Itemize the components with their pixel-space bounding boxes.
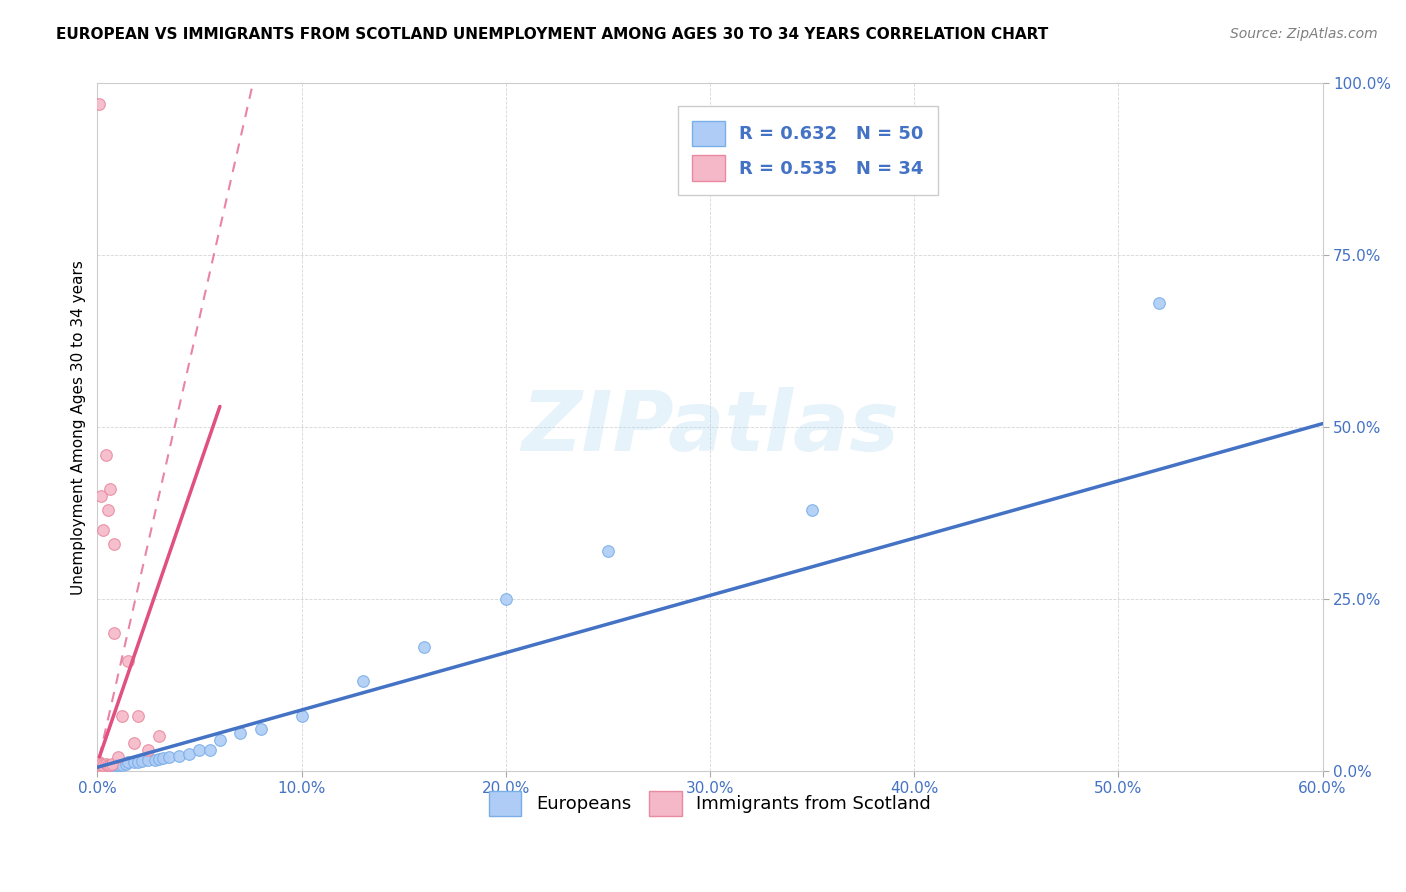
Point (89, 759, 111, 773)
Point (94, 756, 117, 771)
Point (229, 726, 252, 740)
Point (103, 759, 125, 773)
Point (93, 758, 115, 772)
Point (90, 756, 112, 771)
Point (104, 758, 127, 772)
Point (495, 591, 517, 606)
Point (90, 760, 112, 774)
Point (90, 762, 112, 776)
Legend: Europeans, Immigrants from Scotland: Europeans, Immigrants from Scotland (482, 783, 938, 823)
Text: EUROPEAN VS IMMIGRANTS FROM SCOTLAND UNEMPLOYMENT AMONG AGES 30 TO 34 YEARS CORR: EUROPEAN VS IMMIGRANTS FROM SCOTLAND UNE… (56, 27, 1049, 42)
Point (127, 708, 149, 723)
Point (89, 756, 111, 771)
Point (148, 752, 170, 766)
Point (179, 747, 201, 762)
Point (115, 756, 138, 771)
Point (98, 760, 121, 774)
Point (198, 743, 221, 757)
Point (100, 756, 122, 771)
Point (98, 482, 121, 496)
Point (117, 756, 139, 770)
Point (89, 760, 111, 774)
Point (148, 729, 170, 743)
Point (89, 762, 111, 776)
Point (97, 758, 120, 772)
Point (89, 762, 111, 776)
Point (90, 760, 112, 774)
Point (127, 756, 149, 770)
Point (94, 759, 117, 773)
Point (89, 760, 111, 774)
Point (93, 762, 115, 776)
Point (90, 762, 112, 776)
Point (167, 748, 190, 763)
Point (89, 761, 111, 775)
Point (89, 97, 111, 112)
Point (188, 743, 211, 757)
Point (290, 708, 312, 723)
Point (94, 761, 117, 775)
Point (89, 763, 111, 777)
Point (413, 640, 436, 654)
Point (90, 762, 112, 776)
Point (94, 448, 117, 462)
Point (107, 758, 129, 772)
Point (131, 754, 153, 768)
Point (100, 760, 122, 774)
Point (93, 523, 115, 537)
Point (117, 654, 139, 668)
Point (89, 756, 111, 770)
Point (89, 763, 111, 777)
Point (89, 762, 111, 776)
Point (93, 760, 115, 774)
Point (801, 502, 824, 516)
Text: ZIPatlas: ZIPatlas (522, 386, 898, 467)
Point (97, 760, 120, 774)
Point (596, 543, 619, 558)
Point (89, 762, 111, 776)
Point (122, 756, 145, 770)
Point (93, 761, 115, 775)
Point (90, 761, 112, 775)
Point (111, 708, 134, 723)
Point (122, 736, 145, 750)
Point (208, 732, 231, 747)
Point (103, 537, 125, 551)
Point (98, 758, 121, 772)
Point (97, 759, 120, 773)
Point (93, 760, 115, 774)
Point (89, 761, 111, 775)
Point (138, 753, 160, 767)
Point (97, 502, 120, 516)
Point (143, 753, 166, 767)
Point (107, 750, 129, 764)
Point (98, 759, 121, 773)
Point (1147, 296, 1170, 310)
Point (152, 751, 174, 765)
Point (103, 626, 125, 640)
Point (97, 761, 120, 775)
Point (90, 489, 112, 503)
Point (249, 723, 271, 737)
Point (90, 758, 112, 772)
Text: Source: ZipAtlas.com: Source: ZipAtlas.com (1230, 27, 1378, 41)
Point (138, 743, 160, 757)
Point (89, 758, 111, 772)
Y-axis label: Unemployment Among Ages 30 to 34 years: Unemployment Among Ages 30 to 34 years (72, 260, 86, 594)
Point (111, 757, 134, 772)
Point (100, 758, 122, 772)
Point (157, 750, 180, 764)
Point (352, 674, 374, 689)
Point (94, 762, 117, 776)
